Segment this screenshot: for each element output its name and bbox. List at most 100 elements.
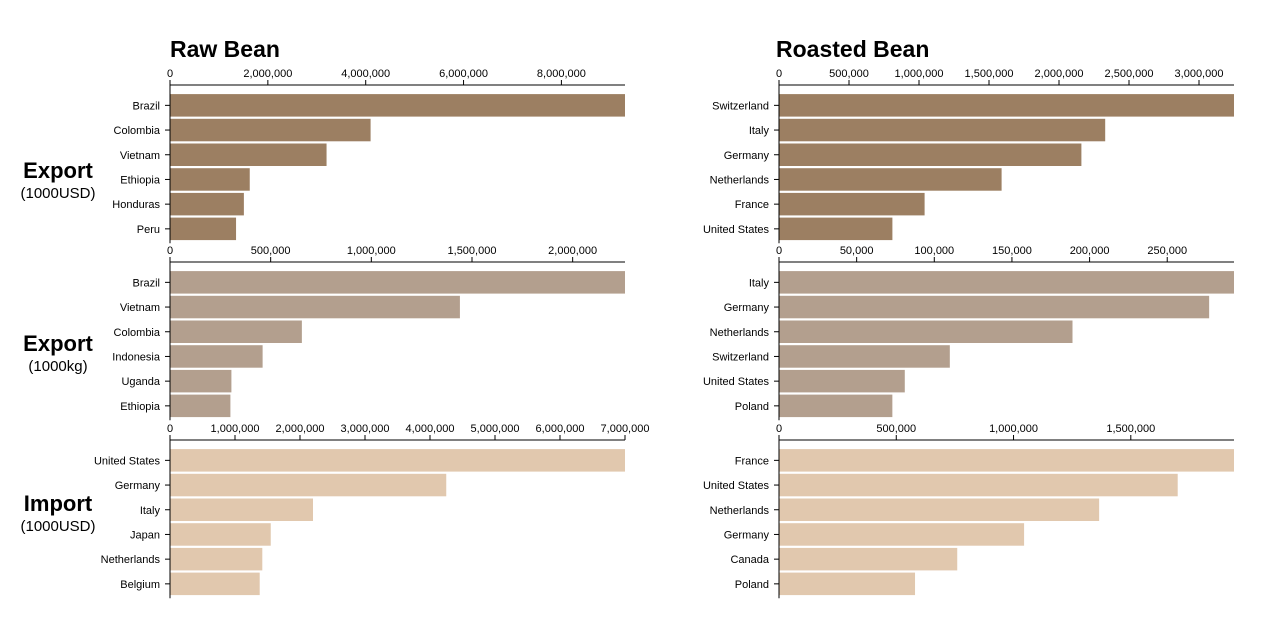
bar: [779, 94, 1234, 117]
bar: [779, 498, 1100, 521]
row-label-main: Export: [23, 158, 93, 183]
x-tick-label: 0: [776, 68, 782, 80]
x-tick-label: 1,000,000: [347, 245, 396, 257]
x-tick-label: 500,000: [876, 423, 916, 435]
bar: [170, 473, 447, 497]
x-tick-label: 50,000: [840, 245, 874, 257]
bar: [170, 498, 313, 521]
bar: [170, 345, 263, 368]
y-tick-label: Honduras: [112, 199, 160, 211]
bar: [170, 572, 260, 596]
bar: [170, 320, 302, 343]
bar: [779, 449, 1234, 472]
y-tick-label: France: [735, 455, 769, 467]
bar: [170, 394, 231, 418]
bar: [779, 523, 1025, 546]
y-tick-label: Italy: [749, 277, 770, 289]
bar: [170, 168, 250, 191]
x-tick-label: 1,000,000: [895, 68, 944, 80]
row-label-export-kg: Export (1000kg): [8, 331, 108, 375]
row-label-unit: (1000USD): [20, 185, 96, 202]
y-tick-label: Vietnam: [120, 150, 160, 162]
x-tick-label: 2,000,000: [548, 245, 597, 257]
x-tick-label: 5,000,000: [471, 423, 520, 435]
row-label-unit: (1000kg): [28, 358, 88, 375]
bar: [170, 369, 232, 393]
x-tick-label: 3,000,000: [341, 423, 390, 435]
y-tick-label: Switzerland: [712, 351, 769, 363]
y-tick-label: Ethiopia: [120, 174, 161, 186]
y-tick-label: Poland: [735, 401, 769, 413]
y-tick-label: Netherlands: [710, 327, 770, 339]
raw-bean-title: Raw Bean: [170, 36, 280, 62]
bar: [170, 271, 625, 294]
y-tick-label: Uganda: [121, 376, 160, 388]
y-tick-label: United States: [703, 224, 770, 236]
x-tick-label: 4,000,000: [406, 423, 455, 435]
bar: [779, 345, 950, 368]
bar: [779, 369, 905, 393]
x-tick-label: 2,000,000: [243, 68, 292, 80]
y-tick-label: Netherlands: [710, 505, 770, 517]
y-tick-label: Canada: [730, 554, 769, 566]
bar: [779, 143, 1082, 166]
bar: [779, 118, 1106, 142]
y-tick-label: Germany: [724, 302, 770, 314]
x-tick-label: 1,000,000: [989, 423, 1038, 435]
bar: [170, 523, 271, 546]
x-tick-label: 0: [167, 245, 173, 257]
y-tick-label: Ethiopia: [120, 401, 161, 413]
x-tick-label: 1,000,000: [211, 423, 260, 435]
y-tick-label: Peru: [137, 224, 160, 236]
bar: [779, 168, 1002, 191]
y-tick-label: France: [735, 199, 769, 211]
x-tick-label: 8,000,000: [537, 68, 586, 80]
y-tick-label: United States: [94, 455, 161, 467]
y-tick-label: Colombia: [114, 327, 161, 339]
x-tick-label: 500,000: [251, 245, 291, 257]
y-tick-label: United States: [703, 480, 770, 492]
y-tick-label: Netherlands: [710, 174, 770, 186]
bar: [779, 295, 1210, 319]
y-tick-label: Germany: [724, 529, 770, 541]
row-label-main: Export: [23, 331, 93, 356]
x-tick-label: 150,000: [992, 245, 1032, 257]
bar: [170, 449, 625, 472]
x-tick-label: 200,000: [1070, 245, 1110, 257]
x-tick-label: 6,000,000: [439, 68, 488, 80]
y-tick-label: Germany: [115, 480, 161, 492]
row-label-unit: (1000USD): [20, 518, 96, 535]
bar: [779, 572, 916, 596]
y-tick-label: Switzerland: [712, 100, 769, 112]
y-tick-label: Brazil: [132, 100, 160, 112]
bar: [170, 217, 237, 241]
x-tick-label: 1,500,000: [448, 245, 497, 257]
bar: [779, 217, 893, 241]
x-tick-label: 0: [776, 423, 782, 435]
y-tick-label: Belgium: [120, 579, 160, 591]
y-tick-label: Colombia: [114, 125, 161, 137]
y-tick-label: Germany: [724, 150, 770, 162]
x-tick-label: 0: [167, 68, 173, 80]
bar: [170, 118, 371, 142]
x-tick-label: 500,000: [829, 68, 869, 80]
x-tick-label: 2,000,000: [1035, 68, 1084, 80]
y-tick-label: Netherlands: [101, 554, 161, 566]
y-tick-label: Vietnam: [120, 302, 160, 314]
x-tick-label: 2,000,000: [276, 423, 325, 435]
bar: [779, 271, 1234, 294]
bar: [779, 473, 1178, 497]
bar: [170, 94, 625, 117]
y-tick-label: United States: [703, 376, 770, 388]
x-tick-label: 0: [167, 423, 173, 435]
y-tick-label: Italy: [140, 505, 161, 517]
bar: [779, 192, 925, 216]
bar: [779, 394, 893, 418]
y-tick-label: Brazil: [132, 277, 160, 289]
x-tick-label: 0: [776, 245, 782, 257]
y-tick-label: Italy: [749, 125, 770, 137]
bar: [170, 295, 460, 319]
x-tick-label: 3,000,000: [1175, 68, 1224, 80]
x-tick-label: 6,000,000: [536, 423, 585, 435]
